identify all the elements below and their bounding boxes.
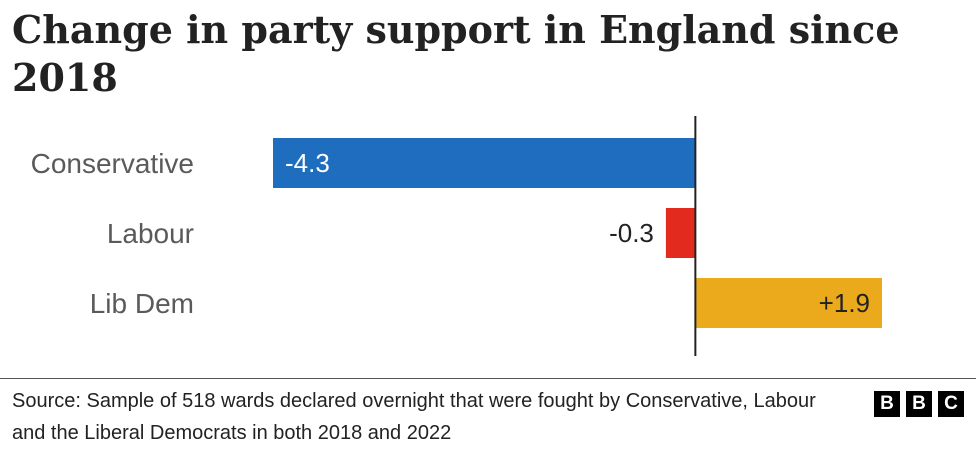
bar-lib-dem — [695, 278, 882, 328]
data-label: +1.9 — [819, 288, 870, 318]
chart-title: Change in party support in England since… — [12, 7, 900, 100]
bbc-logo-letter: B — [906, 391, 932, 417]
data-label: -4.3 — [285, 148, 330, 178]
bbc-logo-letter: C — [938, 391, 964, 417]
bar-chart: Conservative -4.3 Labour -0.3 Lib Dem +1.9 — [31, 116, 882, 356]
bar-labour — [665, 208, 696, 258]
category-label: Labour — [107, 218, 194, 249]
category-label: Lib Dem — [90, 288, 194, 319]
data-label: -0.3 — [609, 218, 654, 248]
bbc-logo-letter: B — [874, 391, 900, 417]
bar-conservative — [273, 138, 696, 188]
bbc-logo: B B C — [874, 391, 964, 417]
footer-divider — [0, 378, 976, 379]
category-label: Conservative — [31, 148, 194, 179]
source-note: Source: Sample of 518 wards declared ove… — [12, 390, 816, 444]
